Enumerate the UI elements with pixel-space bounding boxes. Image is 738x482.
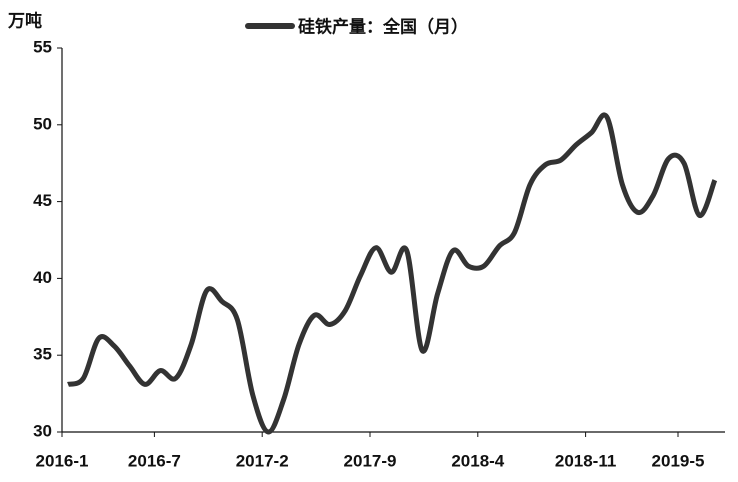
y-tick-label: 30 [33, 421, 52, 440]
y-tick-label: 55 [33, 37, 52, 56]
y-tick-label: 45 [33, 191, 52, 210]
x-tick-label: 2018-11 [555, 451, 616, 470]
legend-label: 硅铁产量：全国（月） [298, 16, 468, 36]
y-tick-label: 50 [33, 114, 52, 133]
x-tick-label: 2016-1 [36, 451, 89, 470]
x-tick-label: 2019-5 [652, 451, 705, 470]
y-tick-label: 40 [33, 268, 52, 287]
x-tick-label: 2017-9 [344, 451, 397, 470]
y-unit-label: 万吨 [7, 10, 42, 30]
x-tick-label: 2017-2 [236, 451, 289, 470]
y-tick-label: 35 [33, 345, 52, 364]
x-tick-label: 2018-4 [451, 451, 504, 470]
x-tick-label: 2016-7 [128, 451, 181, 470]
series-line [67, 112, 718, 435]
